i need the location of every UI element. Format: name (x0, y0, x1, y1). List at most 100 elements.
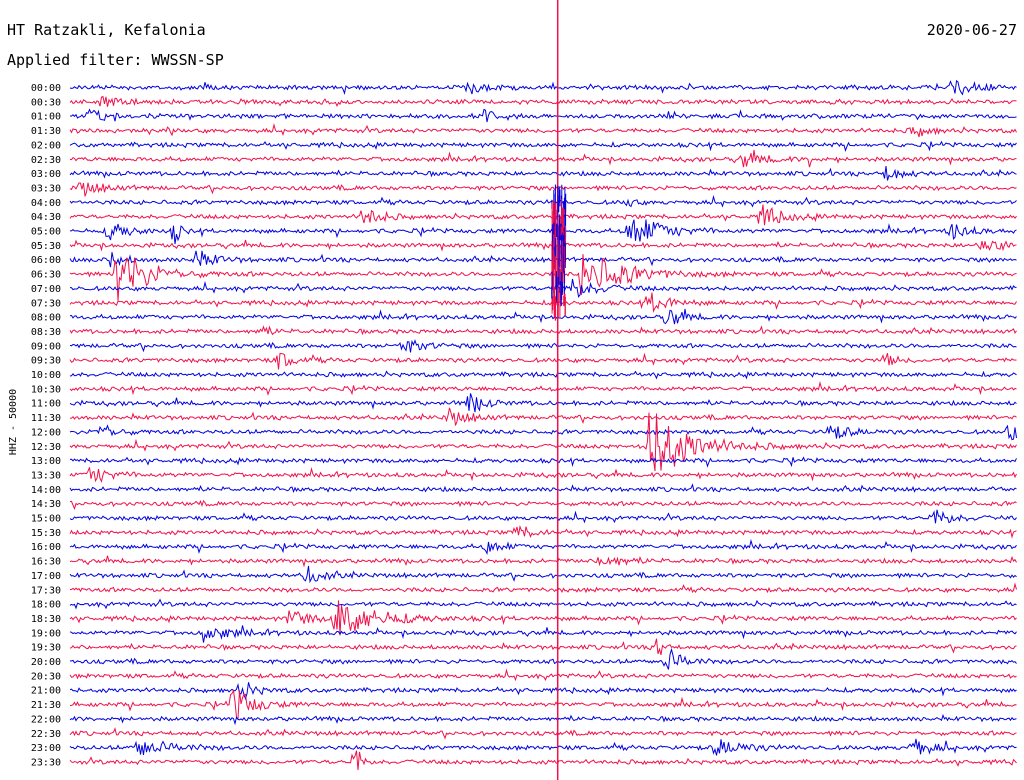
trace-line (69, 123, 1017, 138)
trace-line (69, 239, 1017, 252)
row-label: 20:30 (31, 671, 61, 682)
row-label: 19:00 (31, 628, 61, 639)
trace-line (69, 555, 1017, 568)
trace-line (69, 483, 1017, 494)
row-label: 04:30 (31, 212, 61, 223)
row-label: 09:00 (31, 341, 61, 352)
trace-line (69, 79, 1017, 96)
row-label: 16:00 (31, 542, 61, 553)
trace-line (69, 713, 1017, 726)
trace-line (69, 582, 1017, 594)
row-label: 08:00 (31, 313, 61, 324)
trace-line (69, 108, 1017, 123)
row-label: 14:30 (31, 499, 61, 510)
row-label: 12:00 (31, 427, 61, 438)
trace-line (69, 370, 1017, 380)
trace-line (69, 140, 1017, 153)
row-label: 13:30 (31, 470, 61, 481)
trace-line (69, 278, 1017, 298)
trace-line (69, 524, 1017, 539)
trace-line (69, 467, 1017, 483)
row-label: 23:00 (31, 743, 61, 754)
trace-line (69, 625, 1017, 643)
row-label: 22:30 (31, 729, 61, 740)
station-title: HT Ratzakli, Kefalonia (7, 21, 206, 39)
trace-line (69, 204, 1017, 226)
row-label: 00:30 (31, 97, 61, 108)
row-label: 02:00 (31, 140, 61, 151)
row-label: 21:00 (31, 686, 61, 697)
row-label: 05:00 (31, 227, 61, 238)
row-label: 01:30 (31, 126, 61, 137)
trace-line (69, 647, 1017, 670)
trace-line (69, 254, 1017, 301)
trace-line (69, 689, 1017, 721)
trace-line (69, 538, 1017, 556)
row-label: 20:00 (31, 657, 61, 668)
row-label: 06:00 (31, 255, 61, 266)
row-label: 10:00 (31, 370, 61, 381)
trace-line (69, 600, 1017, 636)
row-label: 15:00 (31, 514, 61, 525)
row-label: 18:30 (31, 614, 61, 625)
trace-line (69, 308, 1017, 325)
trace-line (69, 499, 1017, 511)
trace-line (69, 509, 1017, 524)
trace-line (69, 149, 1017, 168)
trace-line (69, 738, 1017, 756)
trace-line (69, 565, 1017, 584)
row-label: 13:00 (31, 456, 61, 467)
row-label: 18:00 (31, 600, 61, 611)
row-label: 03:30 (31, 183, 61, 194)
trace-line (69, 424, 1017, 441)
trace-line (69, 325, 1017, 336)
trace-line (69, 750, 1017, 771)
trace-line (69, 393, 1017, 413)
trace-rows (69, 0, 1017, 780)
trace-line (69, 165, 1017, 181)
trace-line (69, 412, 1017, 472)
trace-line (69, 250, 1017, 268)
trace-line (69, 668, 1017, 682)
row-label: 03:00 (31, 169, 61, 180)
row-label: 06:30 (31, 270, 61, 281)
trace-line (69, 682, 1017, 701)
row-label: 17:00 (31, 571, 61, 582)
trace-line (69, 638, 1017, 656)
row-label: 16:30 (31, 557, 61, 568)
row-label: 11:30 (31, 413, 61, 424)
trace-line (69, 219, 1017, 245)
row-label: 19:30 (31, 643, 61, 654)
row-label: 00:00 (31, 83, 61, 94)
filter-label: Applied filter: WWSSN-SP (7, 51, 224, 69)
row-label: 02:30 (31, 155, 61, 166)
trace-line (69, 292, 1017, 313)
trace-line (69, 598, 1017, 610)
trace-line (69, 727, 1017, 740)
row-label: 05:30 (31, 241, 61, 252)
row-label: 12:30 (31, 442, 61, 453)
row-label: 04:00 (31, 198, 61, 209)
row-label: 07:00 (31, 284, 61, 295)
row-label: 09:30 (31, 356, 61, 367)
trace-line (69, 407, 1017, 426)
row-label: 08:30 (31, 327, 61, 338)
row-label: 17:30 (31, 585, 61, 596)
row-label: 14:00 (31, 485, 61, 496)
row-label: 21:30 (31, 700, 61, 711)
channel-label: HHZ - 50000 (8, 389, 19, 455)
trace-line (69, 352, 1017, 370)
trace-line (69, 339, 1017, 353)
trace-line (69, 182, 1017, 197)
date-label: 2020-06-27 (926, 21, 1017, 39)
trace-line (69, 194, 1017, 208)
trace-line (69, 456, 1017, 468)
trace-line (69, 95, 1017, 108)
major-event-burst (552, 285, 566, 321)
row-label: 01:00 (31, 112, 61, 123)
row-label: 07:30 (31, 298, 61, 309)
row-label: 23:30 (31, 757, 61, 768)
row-label: 15:30 (31, 528, 61, 539)
trace-line (69, 380, 1017, 396)
row-label: 11:00 (31, 399, 61, 410)
